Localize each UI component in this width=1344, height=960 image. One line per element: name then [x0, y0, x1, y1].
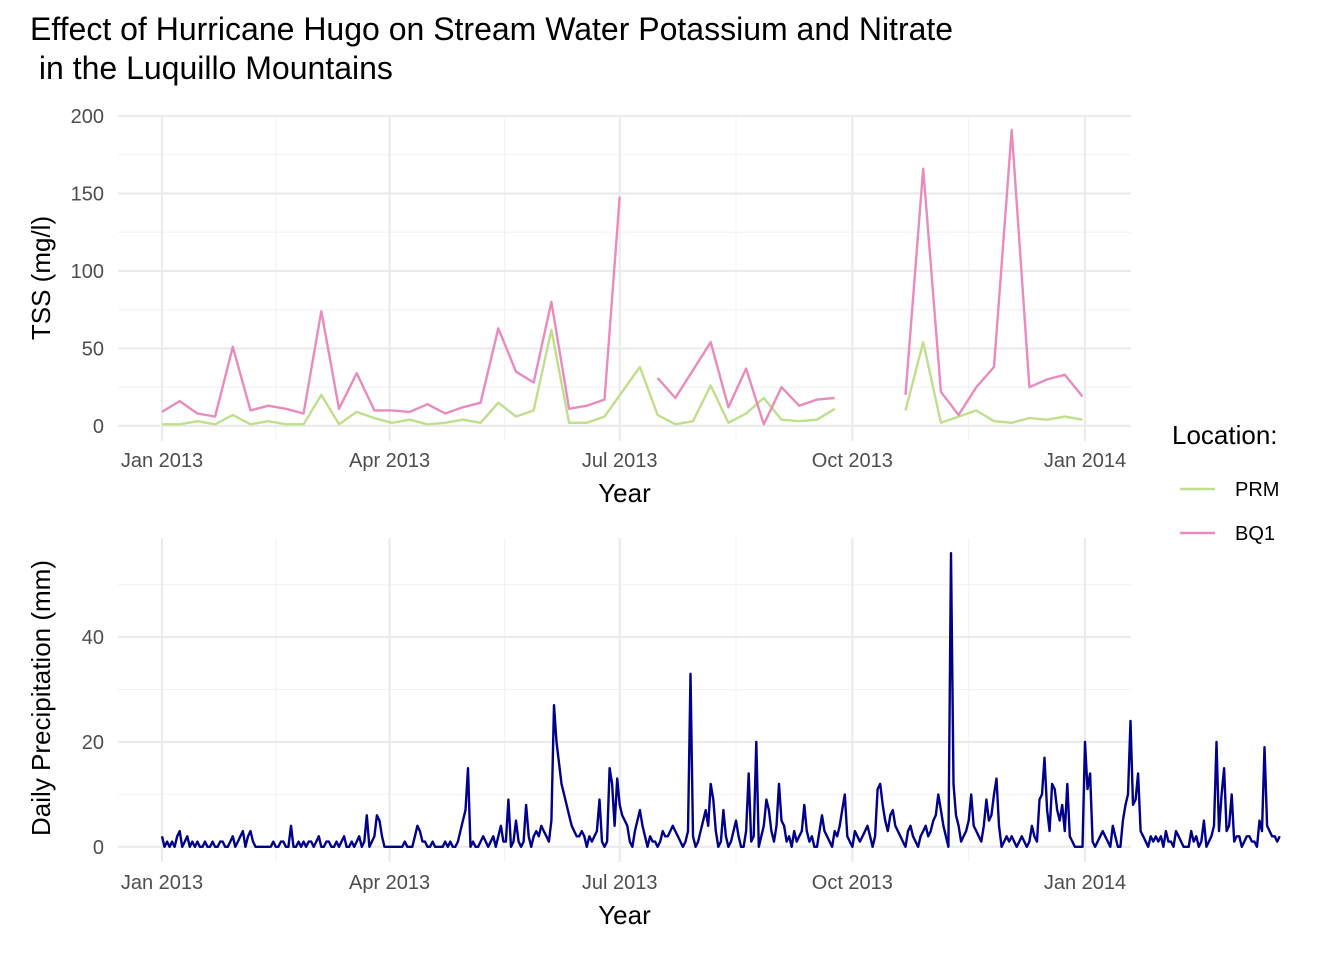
y-tick-label: 100: [71, 261, 104, 283]
x-tick-label: Oct 2013: [812, 872, 893, 894]
y-tick-label: 20: [82, 732, 104, 754]
x-tick-label: Jan 2013: [121, 872, 203, 894]
y-tick-label: 0: [93, 837, 104, 859]
y-tick-label: 50: [82, 338, 104, 360]
y-tick-label: 0: [93, 416, 104, 438]
x-tick-label: Jan 2014: [1044, 450, 1126, 472]
precipitation-line: [160, 552, 1281, 848]
series-line-prm: [162, 328, 836, 426]
legend-label-prm: PRM: [1235, 479, 1279, 501]
y-tick-label: 150: [71, 183, 104, 205]
chart-title-line-2: in the Luquillo Mountains: [30, 50, 393, 86]
x-tick-label: Jul 2013: [582, 450, 658, 472]
tss-panel: 0 50 100 150 200 Jan 2013 Apr 2013 Jul 2013 Oct …: [26, 106, 1131, 508]
x-tick-label: Apr 2013: [349, 872, 430, 894]
y-tick-label: 40: [82, 627, 104, 649]
x-axis-title: Year: [598, 478, 651, 508]
y-axis-title: TSS (mg/l): [26, 216, 56, 340]
y-axis-title: Daily Precipitation (mm): [26, 560, 56, 836]
x-tick-label: Jan 2013: [121, 450, 203, 472]
series-line-bq1: [904, 128, 1084, 417]
x-tick-label: Jul 2013: [582, 872, 658, 894]
x-axis-title: Year: [598, 900, 651, 930]
precipitation-panel: 0 20 40 Jan 2013 Apr 2013 Jul 2013 Oct 2013 Jan…: [26, 538, 1281, 930]
series-line-bq1: [656, 341, 835, 426]
legend: Location: PRM BQ1: [1172, 420, 1279, 545]
chart-title-line-1: Effect of Hurricane Hugo on Stream Water…: [30, 11, 953, 47]
x-tick-label: Oct 2013: [812, 450, 893, 472]
series-line-bq1: [161, 196, 621, 418]
legend-items: PRM BQ1: [1180, 479, 1279, 545]
y-tick-label: 200: [71, 106, 104, 128]
x-tick-label: Apr 2013: [349, 450, 430, 472]
legend-title: Location:: [1172, 420, 1278, 450]
series-line-prm: [904, 341, 1083, 424]
legend-label-bq1: BQ1: [1235, 523, 1275, 545]
x-tick-label: Jan 2014: [1044, 872, 1126, 894]
